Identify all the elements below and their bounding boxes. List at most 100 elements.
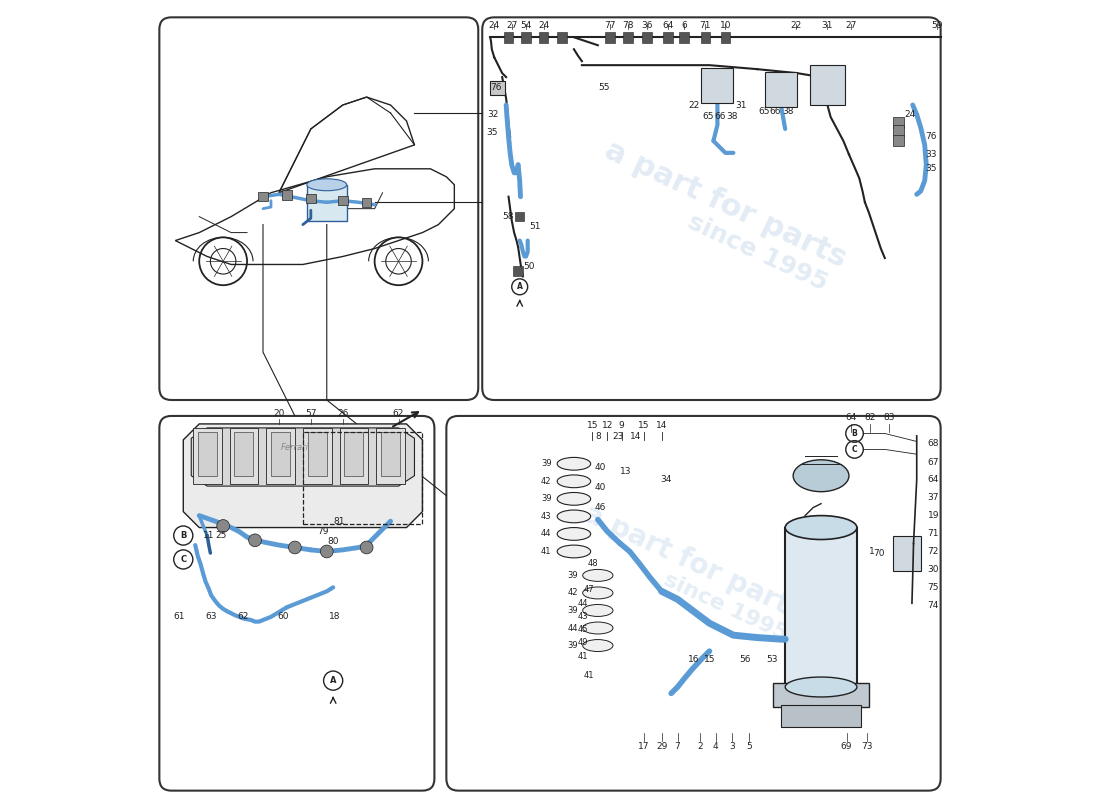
Text: 45: 45 bbox=[578, 625, 588, 634]
Text: 6: 6 bbox=[681, 22, 686, 30]
Text: C: C bbox=[851, 445, 857, 454]
Text: 73: 73 bbox=[861, 742, 873, 751]
Bar bbox=[515, 212, 525, 222]
Text: 39: 39 bbox=[568, 606, 578, 615]
Text: 39: 39 bbox=[541, 459, 551, 468]
Text: 71: 71 bbox=[927, 530, 939, 538]
Text: 22: 22 bbox=[790, 22, 801, 30]
Text: 18: 18 bbox=[329, 612, 341, 622]
Text: 27: 27 bbox=[846, 22, 857, 30]
Ellipse shape bbox=[558, 493, 591, 506]
Circle shape bbox=[320, 545, 333, 558]
Text: 82: 82 bbox=[865, 414, 877, 422]
Text: 41: 41 bbox=[578, 652, 588, 662]
Text: 44: 44 bbox=[578, 598, 588, 608]
Text: 24: 24 bbox=[488, 22, 499, 30]
Text: 78: 78 bbox=[623, 22, 634, 30]
Text: since 1995: since 1995 bbox=[660, 570, 791, 645]
Ellipse shape bbox=[558, 545, 591, 558]
Bar bbox=[266, 428, 295, 484]
Text: 59: 59 bbox=[931, 22, 943, 30]
Text: Ferrari: Ferrari bbox=[280, 443, 309, 452]
Text: 39: 39 bbox=[568, 571, 578, 580]
Polygon shape bbox=[191, 428, 415, 486]
Ellipse shape bbox=[307, 178, 346, 190]
Text: 50: 50 bbox=[522, 262, 535, 270]
Bar bbox=[624, 32, 632, 43]
Text: 41: 41 bbox=[541, 547, 551, 556]
Text: 42: 42 bbox=[568, 589, 578, 598]
Text: A: A bbox=[330, 676, 337, 685]
Text: 7: 7 bbox=[674, 742, 681, 751]
Text: 67: 67 bbox=[927, 458, 939, 466]
Bar bbox=[773, 683, 869, 707]
Bar bbox=[230, 428, 258, 484]
Bar bbox=[663, 32, 673, 43]
Text: 17: 17 bbox=[638, 742, 650, 751]
Text: B: B bbox=[851, 429, 857, 438]
Text: 48: 48 bbox=[587, 559, 597, 568]
Text: 65: 65 bbox=[758, 107, 769, 116]
Text: 80: 80 bbox=[328, 538, 339, 546]
Text: 41: 41 bbox=[583, 670, 594, 679]
Text: 33: 33 bbox=[925, 150, 937, 159]
Text: 60: 60 bbox=[277, 612, 288, 622]
Bar bbox=[766, 71, 797, 106]
Ellipse shape bbox=[583, 570, 613, 582]
Text: 39: 39 bbox=[541, 494, 551, 503]
Bar bbox=[338, 196, 348, 206]
Text: 15: 15 bbox=[704, 654, 715, 663]
Bar bbox=[679, 32, 689, 43]
Text: 2: 2 bbox=[697, 742, 703, 751]
Text: 77: 77 bbox=[604, 22, 616, 30]
Text: 49: 49 bbox=[578, 638, 588, 647]
Bar bbox=[514, 266, 522, 276]
FancyBboxPatch shape bbox=[160, 18, 479, 400]
Text: 71: 71 bbox=[700, 22, 712, 30]
Text: 15: 15 bbox=[586, 422, 598, 430]
Bar bbox=[192, 428, 221, 484]
Text: 74: 74 bbox=[927, 601, 939, 610]
Text: 10: 10 bbox=[719, 22, 732, 30]
Text: 51: 51 bbox=[529, 222, 541, 230]
Bar bbox=[720, 32, 730, 43]
Text: 19: 19 bbox=[927, 511, 939, 520]
Text: 32: 32 bbox=[487, 110, 498, 119]
Text: 22: 22 bbox=[688, 101, 700, 110]
Text: 61: 61 bbox=[174, 612, 185, 622]
Text: 8: 8 bbox=[595, 433, 601, 442]
Bar bbox=[893, 117, 904, 128]
Bar bbox=[234, 432, 253, 476]
Bar bbox=[504, 32, 514, 43]
Text: since 1995: since 1995 bbox=[683, 210, 830, 295]
Bar bbox=[558, 32, 566, 43]
Text: 3: 3 bbox=[729, 742, 735, 751]
Text: 72: 72 bbox=[927, 547, 939, 556]
Text: 68: 68 bbox=[927, 439, 939, 448]
Text: 31: 31 bbox=[736, 101, 747, 110]
Text: 43: 43 bbox=[541, 512, 551, 521]
Text: 40: 40 bbox=[595, 463, 606, 472]
Ellipse shape bbox=[583, 622, 613, 634]
Text: 40: 40 bbox=[595, 483, 606, 492]
Text: 62: 62 bbox=[238, 612, 249, 622]
Text: 30: 30 bbox=[927, 565, 939, 574]
Text: 64: 64 bbox=[662, 22, 673, 30]
FancyBboxPatch shape bbox=[447, 416, 940, 790]
Text: 16: 16 bbox=[688, 654, 700, 663]
Polygon shape bbox=[184, 424, 422, 527]
Text: 38: 38 bbox=[726, 112, 737, 121]
Text: 55: 55 bbox=[598, 83, 611, 92]
Circle shape bbox=[217, 519, 230, 532]
Text: B: B bbox=[180, 531, 187, 540]
Text: 64: 64 bbox=[846, 414, 857, 422]
Text: 64: 64 bbox=[927, 475, 939, 484]
Text: 81: 81 bbox=[333, 517, 344, 526]
Text: 63: 63 bbox=[206, 612, 217, 622]
Text: 12: 12 bbox=[602, 422, 613, 430]
Ellipse shape bbox=[558, 458, 591, 470]
Bar bbox=[702, 67, 734, 102]
Text: C: C bbox=[180, 555, 186, 564]
Bar bbox=[893, 135, 904, 146]
Text: 29: 29 bbox=[656, 742, 668, 751]
